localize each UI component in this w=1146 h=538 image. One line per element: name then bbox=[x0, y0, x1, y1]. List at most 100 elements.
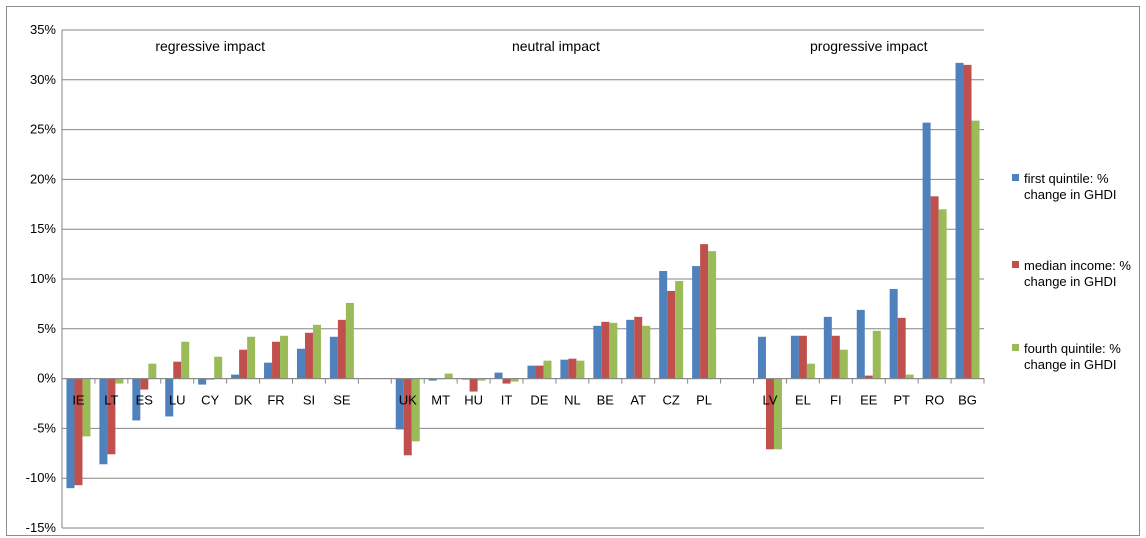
category-label: HU bbox=[464, 393, 483, 408]
category-label: LT bbox=[104, 393, 118, 408]
bar-uk-series-1 bbox=[395, 378, 404, 430]
bar-si-series-2 bbox=[304, 332, 313, 379]
category-label: UK bbox=[399, 393, 417, 408]
bar-uk-series-2 bbox=[403, 378, 412, 456]
category-label: IT bbox=[501, 393, 513, 408]
category-label: FI bbox=[830, 393, 842, 408]
bar-se-series-3 bbox=[345, 302, 354, 379]
bar-el-series-1 bbox=[790, 335, 799, 379]
bar-ro-series-3 bbox=[938, 209, 947, 379]
axes: 35% 30% 25% 20% 15% 10% 5% 0% -5% -10% -15% bbox=[26, 22, 985, 535]
y-tick-label: 0% bbox=[37, 371, 56, 386]
chart-frame bbox=[6, 6, 1140, 536]
category-label: DK bbox=[234, 393, 252, 408]
y-tick-label: -15% bbox=[26, 520, 57, 535]
bar-ee-series-2 bbox=[864, 375, 873, 379]
bar-cz-series-2 bbox=[667, 290, 676, 379]
bar-cz-series-3 bbox=[675, 280, 684, 379]
bar-lt-series-2 bbox=[107, 378, 116, 455]
bar-fi-series-3 bbox=[839, 349, 848, 379]
y-tick-label: 5% bbox=[37, 321, 56, 336]
category-label: CY bbox=[201, 393, 219, 408]
bar-lu-series-1 bbox=[165, 378, 174, 417]
bar-be-series-2 bbox=[601, 321, 610, 379]
bars bbox=[66, 62, 980, 489]
bar-lv-series-3 bbox=[773, 378, 782, 450]
bar-pl-series-1 bbox=[692, 266, 701, 379]
category-label: PL bbox=[696, 393, 712, 408]
bar-lt-series-3 bbox=[115, 378, 124, 384]
bar-at-series-1 bbox=[626, 319, 635, 379]
category-label: BE bbox=[597, 393, 615, 408]
labels: IE LT ES LU CY DK FR SI SE UK MT HU IT DE NL BE AT CZ PL LV… bbox=[72, 38, 977, 408]
legend-swatch-2 bbox=[1012, 261, 1019, 268]
bar-it-series-1 bbox=[494, 372, 503, 379]
bar-ie-series-1 bbox=[66, 378, 75, 489]
category-label: PT bbox=[893, 393, 910, 408]
y-tick-label: 10% bbox=[30, 271, 56, 286]
category-label: EE bbox=[860, 393, 878, 408]
bar-lu-series-2 bbox=[173, 361, 182, 379]
category-label: LU bbox=[169, 393, 186, 408]
bar-fr-series-3 bbox=[280, 335, 289, 379]
bar-es-series-1 bbox=[132, 378, 141, 421]
bar-el-series-3 bbox=[806, 363, 815, 379]
bar-pt-series-2 bbox=[897, 317, 906, 379]
bar-be-series-1 bbox=[593, 325, 602, 379]
y-tick-label: -5% bbox=[33, 420, 57, 435]
gridlines bbox=[62, 29, 984, 529]
category-label: LV bbox=[762, 393, 777, 408]
legend-label-1: first quintile: % bbox=[1024, 171, 1109, 186]
bar-at-series-3 bbox=[642, 325, 651, 379]
category-label: DE bbox=[530, 393, 548, 408]
bar-el-series-2 bbox=[798, 335, 807, 379]
legend-label-3: fourth quintile: % bbox=[1024, 341, 1121, 356]
bar-es-series-2 bbox=[140, 378, 149, 390]
legend-swatch-1 bbox=[1012, 174, 1019, 181]
y-tick-label: 15% bbox=[30, 221, 56, 236]
bar-at-series-2 bbox=[634, 316, 643, 379]
bar-nl-series-3 bbox=[576, 360, 585, 379]
bar-cy-series-1 bbox=[198, 378, 207, 385]
bar-ro-series-2 bbox=[930, 196, 939, 379]
bar-ee-series-1 bbox=[856, 309, 865, 379]
bar-be-series-3 bbox=[609, 322, 618, 379]
legend-label-3: change in GHDI bbox=[1024, 357, 1117, 372]
bar-de-series-3 bbox=[543, 360, 552, 379]
category-label: FR bbox=[267, 393, 284, 408]
bar-es-series-3 bbox=[148, 363, 157, 379]
bar-hu-series-3 bbox=[477, 378, 486, 381]
bar-fr-series-2 bbox=[272, 341, 281, 379]
category-label: SE bbox=[333, 393, 351, 408]
bar-nl-series-1 bbox=[560, 359, 569, 379]
y-tick-label: 35% bbox=[30, 22, 56, 37]
category-label: RO bbox=[925, 393, 945, 408]
bar-lv-series-2 bbox=[765, 378, 774, 450]
legend-label-1: change in GHDI bbox=[1024, 187, 1117, 202]
y-tick-label: 30% bbox=[30, 72, 56, 87]
bar-hu-series-2 bbox=[469, 378, 478, 392]
bar-fr-series-1 bbox=[264, 362, 273, 379]
bar-lu-series-3 bbox=[181, 341, 190, 379]
bar-bg-series-1 bbox=[955, 62, 964, 379]
category-label: EL bbox=[795, 393, 811, 408]
category-label: ES bbox=[136, 393, 154, 408]
bar-se-series-1 bbox=[329, 336, 338, 379]
bar-mt-series-1 bbox=[428, 378, 437, 381]
bar-cy-series-3 bbox=[214, 356, 223, 379]
bar-it-series-2 bbox=[502, 378, 511, 384]
category-label: SI bbox=[303, 393, 315, 408]
bar-pt-series-3 bbox=[905, 374, 914, 379]
bar-nl-series-2 bbox=[568, 358, 577, 379]
bar-si-series-3 bbox=[312, 324, 321, 379]
bar-fi-series-1 bbox=[823, 316, 832, 379]
category-label: CZ bbox=[663, 393, 680, 408]
bar-de-series-2 bbox=[535, 365, 544, 379]
bar-ro-series-1 bbox=[922, 122, 931, 379]
bar-lv-series-1 bbox=[757, 336, 766, 379]
bar-si-series-1 bbox=[296, 348, 305, 379]
bar-pl-series-3 bbox=[708, 251, 717, 379]
group-title: progressive impact bbox=[810, 38, 928, 54]
